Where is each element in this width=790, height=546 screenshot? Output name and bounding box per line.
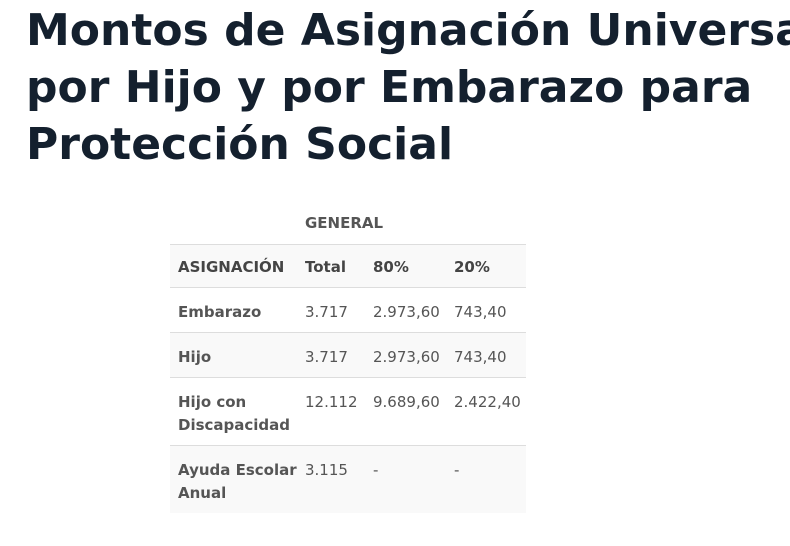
table-group-header-empty — [170, 204, 297, 245]
cell-80: 2.973,60 — [365, 287, 446, 333]
amounts-table: GENERAL ASIGNACIÓN Total 80% 20% Embaraz… — [170, 204, 527, 513]
table-row: Hijo 3.717 2.973,60 743,40 — [170, 332, 527, 378]
column-header-20: 20% — [446, 244, 527, 288]
column-header-asignacion: ASIGNACIÓN — [170, 244, 297, 288]
table-group-header: GENERAL — [297, 204, 527, 245]
cell-20: 743,40 — [446, 287, 527, 333]
cell-total: 3.717 — [297, 332, 365, 378]
cell-20: - — [446, 445, 527, 513]
row-label: Hijo con Discapacidad — [170, 377, 297, 446]
table-row: Embarazo 3.717 2.973,60 743,40 — [170, 287, 527, 333]
amounts-table-container: GENERAL ASIGNACIÓN Total 80% 20% Embaraz… — [170, 204, 527, 513]
cell-20: 743,40 — [446, 332, 527, 378]
cell-20: 2.422,40 — [446, 377, 527, 446]
page-title: Montos de Asignación Universal por Hijo … — [26, 2, 790, 173]
column-header-80: 80% — [365, 244, 446, 288]
page-title-line: por Hijo y por Embarazo para — [26, 62, 753, 113]
cell-total: 12.112 — [297, 377, 365, 446]
page-title-line: Montos de Asignación Universal — [26, 5, 790, 56]
table-row: Hijo con Discapacidad 12.112 9.689,60 2.… — [170, 377, 527, 446]
page-title-line: Protección Social — [26, 119, 454, 170]
table-header-row: ASIGNACIÓN Total 80% 20% — [170, 244, 527, 288]
column-header-total: Total — [297, 244, 365, 288]
row-label: Ayuda Escolar Anual — [170, 445, 297, 513]
cell-80: - — [365, 445, 446, 513]
row-label: Embarazo — [170, 287, 297, 333]
cell-80: 9.689,60 — [365, 377, 446, 446]
table-row: Ayuda Escolar Anual 3.115 - - — [170, 445, 527, 513]
table-group-header-row: GENERAL — [170, 204, 527, 245]
cell-total: 3.115 — [297, 445, 365, 513]
row-label: Hijo — [170, 332, 297, 378]
cell-total: 3.717 — [297, 287, 365, 333]
cell-80: 2.973,60 — [365, 332, 446, 378]
